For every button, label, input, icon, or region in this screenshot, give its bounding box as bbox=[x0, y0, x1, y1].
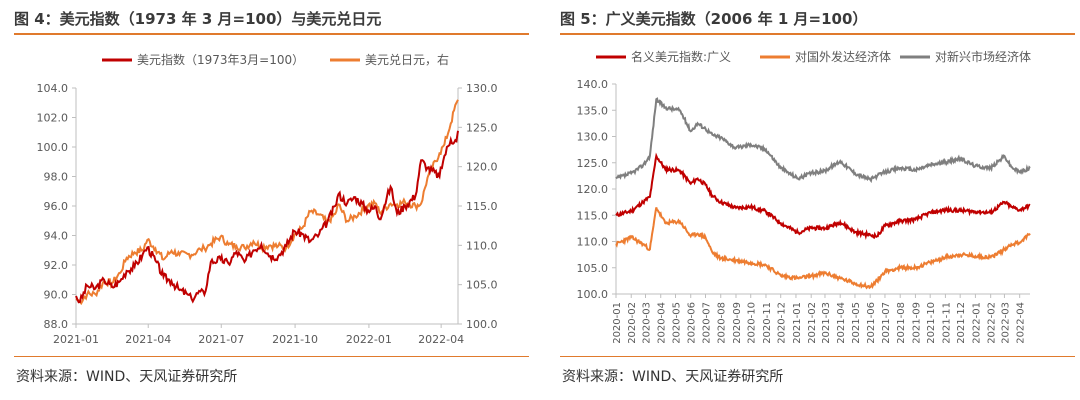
x-tick-label: 2022-04 bbox=[1016, 302, 1027, 344]
figure-4-panel: 图 4：美元指数（1973 年 3 月=100）与美元兑日元 88.0 90.0 9… bbox=[14, 0, 534, 400]
figure-5-panel: 图 5：广义美元指数（2006 年 1 月=100） 100.0 105.0 110… bbox=[560, 0, 1080, 400]
x-tick-label: 2021-07 bbox=[881, 302, 892, 344]
series-line-advanced-economies bbox=[615, 207, 1031, 290]
x-tick-label: 2021-07 bbox=[198, 333, 244, 346]
y-tick-label: 120.0 bbox=[577, 183, 609, 196]
y-tick-label: 105.0 bbox=[577, 262, 609, 275]
x-tick-label: 2022-01 bbox=[346, 333, 392, 346]
x-tick-label: 2021-10 bbox=[272, 333, 318, 346]
x-tick-label: 2020-01 bbox=[612, 302, 623, 344]
y-tick-label-left: 104.0 bbox=[37, 82, 69, 95]
x-tick-label: 2021-03 bbox=[821, 302, 832, 344]
y-tick-label: 135.0 bbox=[577, 104, 609, 117]
y-tick-label-left: 100.0 bbox=[37, 141, 69, 154]
x-tick-label: 2021-11 bbox=[941, 302, 952, 344]
x-tick-label: 2020-10 bbox=[747, 302, 758, 344]
figure-5-title: 图 5：广义美元指数（2006 年 1 月=100） bbox=[560, 10, 868, 28]
y-tick-label-left: 96.0 bbox=[44, 200, 69, 213]
y-tick-label: 100.0 bbox=[577, 288, 609, 301]
x-tick-label: 2020-05 bbox=[671, 302, 682, 344]
figure-4-source: 资料来源：WIND、天风证券研究所 bbox=[16, 369, 238, 385]
x-tick-label: 2021-09 bbox=[911, 302, 922, 344]
x-tick-label: 2021-04 bbox=[125, 333, 171, 346]
y-tick-label: 110.0 bbox=[577, 236, 609, 249]
x-tick-label: 2020-11 bbox=[762, 302, 773, 344]
y-tick-label: 130.0 bbox=[577, 131, 609, 144]
dxy-usdjpy-chart: 88.0 90.0 92.0 94.0 96.0 98.0 100.0 102.0 104.0 1… bbox=[37, 52, 498, 346]
figure-4-title: 图 4：美元指数（1973 年 3 月=100）与美元兑日元 bbox=[14, 10, 382, 28]
x-tick-label: 2020-12 bbox=[777, 302, 788, 344]
legend-nominal-broad-label: 名义美元指数:广义 bbox=[631, 49, 731, 64]
y-tick-label: 115.0 bbox=[577, 209, 609, 222]
y-tick-label-left: 98.0 bbox=[44, 171, 69, 184]
y-tick-label-left: 92.0 bbox=[44, 259, 69, 272]
x-tick-label: 2021-08 bbox=[896, 302, 907, 344]
x-tick-label: 2022-01 bbox=[971, 302, 982, 344]
x-tick-label: 2022-03 bbox=[1000, 302, 1011, 344]
x-tick-label: 2021-01 bbox=[53, 333, 99, 346]
x-tick-label: 2021-04 bbox=[836, 302, 847, 344]
source-divider bbox=[560, 356, 1075, 357]
y-tick-label-right: 110.0 bbox=[466, 239, 498, 252]
legend-advanced-economies-label: 对国外发达经济体 bbox=[795, 49, 891, 64]
x-tick-label: 2020-04 bbox=[657, 302, 668, 344]
x-tick-label: 2020-06 bbox=[687, 302, 698, 344]
series-line-nominal-broad bbox=[615, 152, 1031, 241]
x-tick-label: 2020-03 bbox=[642, 302, 653, 344]
source-divider bbox=[14, 356, 529, 357]
legend-label-dxy: 美元指数（1973年3月=100） bbox=[137, 52, 304, 67]
x-tick-label: 2021-02 bbox=[807, 302, 818, 344]
legend-emerging-economies-label: 对新兴市场经济体 bbox=[935, 49, 1031, 64]
y-tick-label-right: 105.0 bbox=[466, 279, 498, 292]
y-tick-label-right: 130.0 bbox=[466, 82, 498, 95]
x-tick-label: 2020-08 bbox=[717, 302, 728, 344]
x-tick-label: 2021-01 bbox=[792, 302, 803, 344]
broad-dollar-index-chart: 100.0 105.0 110.0 115.0 120.0 125.0 130.0 135.0… bbox=[577, 49, 1032, 344]
x-tick-label: 2022-02 bbox=[987, 302, 998, 344]
title-divider bbox=[14, 33, 529, 35]
series-line-usdjpy bbox=[75, 99, 459, 306]
series-line-dxy bbox=[75, 130, 459, 304]
x-tick-label: 2021-06 bbox=[866, 302, 877, 344]
x-tick-label: 2021-05 bbox=[851, 302, 862, 344]
legend-label-usdjpy: 美元兑日元，右 bbox=[365, 52, 449, 67]
figure-5-source: 资料来源：WIND、天风证券研究所 bbox=[562, 369, 784, 385]
y-tick-label-left: 102.0 bbox=[37, 112, 69, 125]
x-tick-label: 2022-04 bbox=[418, 333, 464, 346]
series-line-emerging-economies bbox=[615, 97, 1031, 184]
y-tick-label-right: 115.0 bbox=[466, 200, 498, 213]
y-tick-label-right: 100.0 bbox=[466, 318, 498, 331]
x-tick-label: 2021-12 bbox=[956, 302, 967, 344]
y-tick-label-left: 94.0 bbox=[44, 230, 69, 243]
x-tick-label: 2020-09 bbox=[732, 302, 743, 344]
x-tick-label: 2020-02 bbox=[627, 302, 638, 344]
y-tick-label-right: 120.0 bbox=[466, 161, 498, 174]
x-tick-label: 2021-10 bbox=[926, 302, 937, 344]
y-tick-label-left: 90.0 bbox=[44, 289, 69, 302]
y-tick-label-right: 125.0 bbox=[466, 121, 498, 134]
x-tick-label: 2020-07 bbox=[701, 302, 712, 344]
title-divider bbox=[560, 33, 1075, 35]
y-tick-label: 125.0 bbox=[577, 157, 609, 170]
y-tick-label-left: 88.0 bbox=[44, 318, 69, 331]
y-tick-label: 140.0 bbox=[577, 78, 609, 91]
